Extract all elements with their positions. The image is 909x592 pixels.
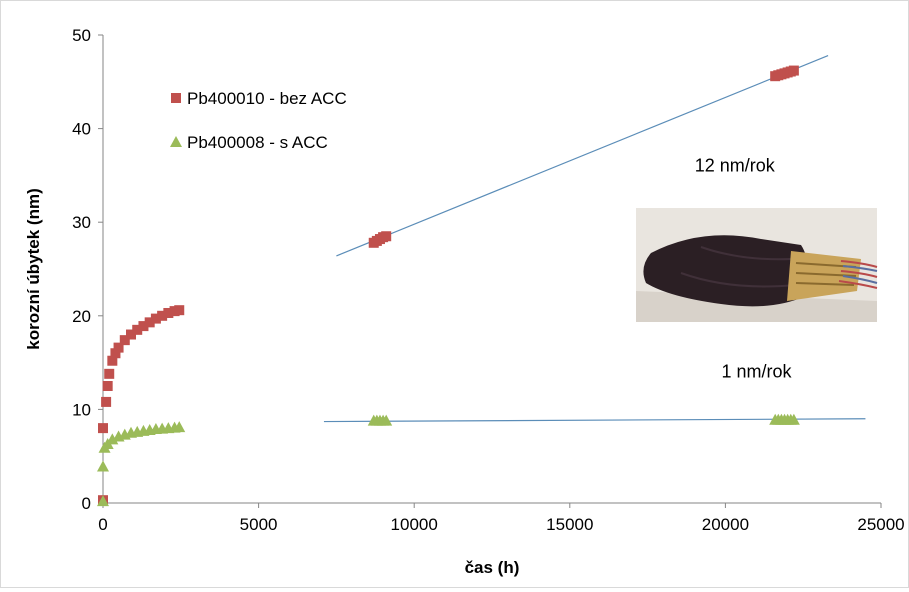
data-point-triangle (380, 414, 393, 426)
data-point-triangle (97, 460, 109, 472)
data-point-square (104, 368, 115, 379)
sensor-in-fabric-pouch-photo (636, 208, 878, 322)
data-point-square (98, 423, 108, 434)
legend-label-1: Pb400010 - bez ACC (187, 89, 347, 108)
data-point-triangle (97, 495, 109, 507)
x-tick-label: 15000 (546, 515, 593, 534)
data-point-square (138, 321, 149, 332)
axes: 0 10 20 30 40 50 0 5000 10000 15000 20000 25000 čas … (24, 26, 905, 577)
x-axis-title: čas (h) (465, 558, 520, 577)
y-tick-label: 50 (72, 26, 91, 45)
data-marks (97, 65, 800, 507)
y-tick-label: 10 (72, 400, 91, 419)
y-tick-label: 30 (72, 213, 91, 232)
data-point-triangle (787, 413, 800, 425)
data-point-square (110, 348, 121, 359)
data-point-square (144, 317, 155, 328)
x-tick-label: 5000 (240, 515, 278, 534)
data-point-square (163, 307, 174, 318)
x-tick-label: 0 (98, 515, 107, 534)
data-point-square (113, 342, 124, 353)
annotation-label: 12 nm/rok (695, 156, 776, 176)
y-axis-title: korozní úbytek (nm) (24, 188, 43, 350)
data-point-triangle (106, 433, 119, 445)
legend: Pb400010 - bez ACC Pb400008 - s ACC (170, 89, 347, 152)
y-tick-label: 20 (72, 307, 91, 326)
annotation-label: 1 nm/rok (722, 362, 793, 382)
data-point-square (381, 231, 392, 242)
x-tick-label: 10000 (391, 515, 438, 534)
data-point-square (102, 381, 113, 391)
data-point-square (107, 355, 118, 366)
data-point-square (132, 324, 143, 335)
x-tick-label: 25000 (857, 515, 904, 534)
data-point-square (101, 396, 112, 407)
legend-label-2: Pb400008 - s ACC (187, 133, 328, 152)
y-tick-label: 0 (82, 494, 91, 513)
data-point-triangle (173, 421, 186, 433)
trendline (336, 55, 829, 257)
data-point-square (119, 335, 130, 346)
legend-marker-1 (171, 93, 181, 103)
data-point-square (788, 65, 799, 76)
x-tick-label: 20000 (702, 515, 749, 534)
data-point-square (150, 313, 161, 324)
data-point-square (126, 329, 137, 340)
legend-marker-2 (170, 136, 182, 147)
data-point-square (174, 305, 185, 316)
annotations: 12 nm/rok 1 nm/rok (695, 156, 793, 382)
y-tick-label: 40 (72, 120, 91, 139)
data-point-square (157, 310, 168, 321)
